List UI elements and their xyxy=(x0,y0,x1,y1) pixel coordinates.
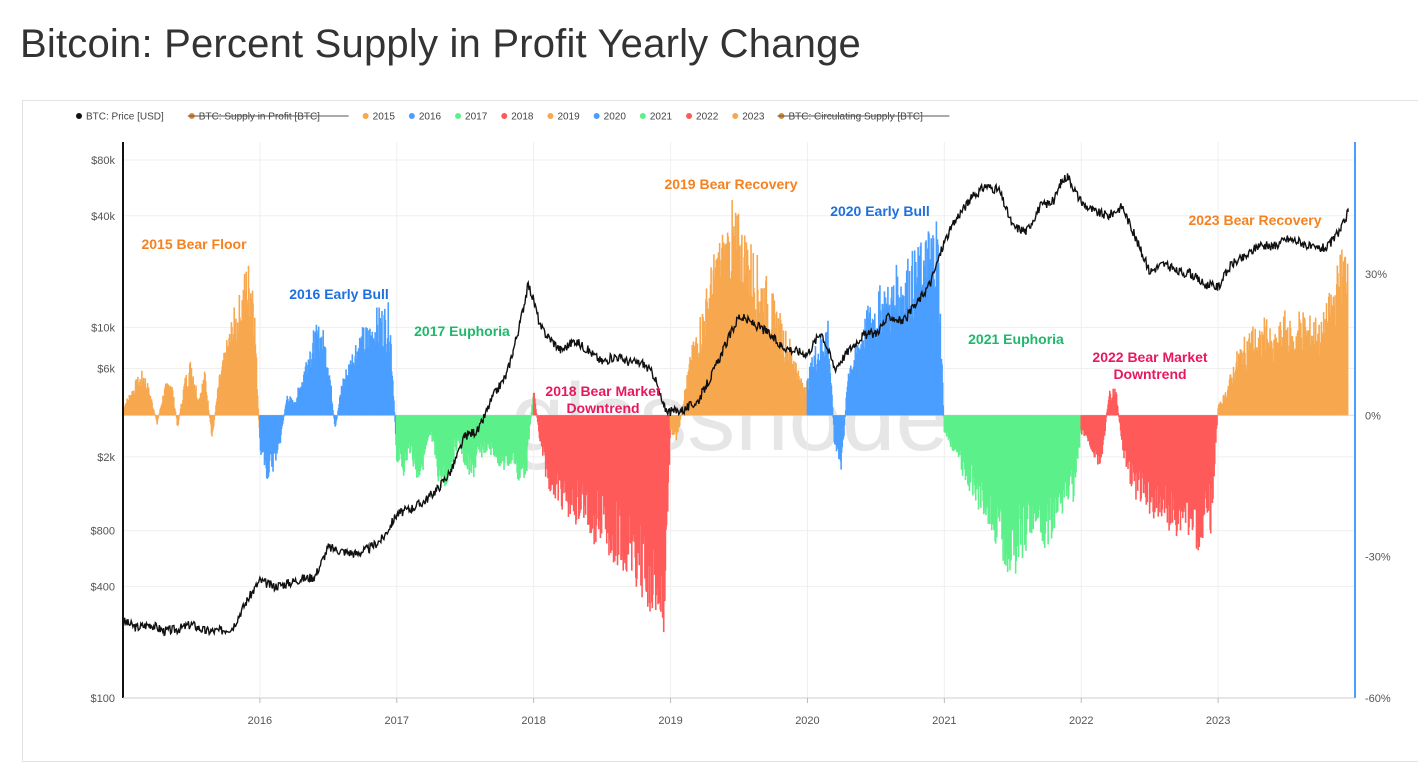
legend-item[interactable]: 2015 xyxy=(362,112,396,123)
annotation-label: 2023 Bear Recovery xyxy=(1188,212,1321,228)
legend-label: 2023 xyxy=(742,112,765,123)
x-axis-tick-label: 2017 xyxy=(385,715,409,727)
legend-item[interactable]: 2021 xyxy=(639,112,673,123)
x-axis-tick-label: 2022 xyxy=(1069,715,1093,727)
right-axis-tick-label: 0% xyxy=(1365,410,1381,422)
left-axis-tick-label: $800 xyxy=(91,526,115,538)
left-axis-tick-label: $100 xyxy=(91,693,115,705)
axes-layer: $100 $400 $800 $2k $6k $10k $40k $80k 30% 0% -30% -… xyxy=(91,142,1391,727)
legend-item[interactable]: 2018 xyxy=(501,112,534,123)
legend-item[interactable]: BTC: Circulating Supply [BTC] xyxy=(777,112,950,123)
legend-item[interactable]: BTC: Price [USD] xyxy=(76,112,164,123)
legend-label: BTC: Circulating Supply [BTC] xyxy=(788,112,923,123)
annotation-label: 2020 Early Bull xyxy=(830,203,930,219)
annotation-label: 2021 Euphoria xyxy=(968,331,1064,347)
annotations-layer: 2015 Bear Floor 2016 Early Bull 2017 Eupho… xyxy=(141,176,1321,416)
page-title: Bitcoin: Percent Supply in Profit Yearly… xyxy=(20,22,862,66)
annotation-label: 2017 Euphoria xyxy=(414,323,510,339)
price-line xyxy=(122,173,1349,637)
x-axis-tick-label: 2020 xyxy=(795,715,819,727)
legend-dot xyxy=(76,113,82,119)
legend-item[interactable]: 2020 xyxy=(593,112,627,123)
legend-label: BTC: Supply in Profit [BTC] xyxy=(199,112,320,123)
legend-label: BTC: Price [USD] xyxy=(86,112,164,123)
left-axis-tick-label: $400 xyxy=(91,581,115,593)
x-axis-tick-label: 2016 xyxy=(248,715,272,727)
left-axis-tick-label: $40k xyxy=(91,211,115,223)
left-axis-tick-label: $6k xyxy=(97,363,115,375)
legend-label: 2020 xyxy=(604,112,627,123)
legend-item[interactable]: 2017 xyxy=(455,112,488,123)
annotation-label: 2019 Bear Recovery xyxy=(664,176,797,192)
annotation-label: 2022 Bear Market xyxy=(1092,349,1208,365)
legend-item[interactable]: 2016 xyxy=(408,112,442,123)
annotation-label: 2016 Early Bull xyxy=(289,286,389,302)
annotation-label: Downtrend xyxy=(566,400,639,416)
x-axis-tick-label: 2021 xyxy=(932,715,956,727)
legend-dot xyxy=(455,113,462,119)
legend-item[interactable]: BTC: Supply in Profit [BTC] xyxy=(187,112,349,123)
left-axis-tick-label: $10k xyxy=(91,322,115,334)
chart-card xyxy=(22,100,1418,762)
x-axis-tick-label: 2018 xyxy=(521,715,545,727)
legend-dot xyxy=(593,113,600,119)
legend-label: 2019 xyxy=(557,112,580,123)
legend-label: 2021 xyxy=(650,112,673,123)
legend-dot xyxy=(547,113,554,119)
right-axis-tick-label: -60% xyxy=(1365,693,1391,705)
legend-dot xyxy=(639,113,646,119)
right-axis-tick-label: 30% xyxy=(1365,269,1387,281)
legend-label: 2015 xyxy=(373,112,396,123)
right-axis-tick-label: -30% xyxy=(1365,552,1391,564)
legend-label: 2017 xyxy=(465,112,488,123)
legend[interactable]: BTC: Price [USD] BTC: Supply in Profit [B… xyxy=(76,112,950,123)
x-axis-tick-label: 2023 xyxy=(1206,715,1230,727)
legend-dot xyxy=(732,113,739,119)
annotation-label: Downtrend xyxy=(1113,366,1186,382)
legend-dot xyxy=(501,113,508,119)
legend-label: 2016 xyxy=(419,112,442,123)
legend-label: 2022 xyxy=(696,112,719,123)
x-axis-tick-label: 2019 xyxy=(658,715,682,727)
legend-item[interactable]: 2022 xyxy=(686,112,719,123)
legend-item[interactable]: 2019 xyxy=(547,112,580,123)
change-bars-layer xyxy=(122,199,1349,633)
left-axis-tick-label: $80k xyxy=(91,155,115,167)
left-axis-tick-label: $2k xyxy=(97,452,115,464)
annotation-label: 2018 Bear Market xyxy=(545,383,661,399)
legend-dot xyxy=(408,113,415,119)
annotation-label: 2015 Bear Floor xyxy=(141,236,247,252)
price-line-layer xyxy=(122,173,1349,637)
legend-dot xyxy=(362,113,369,119)
legend-label: 2018 xyxy=(511,112,534,123)
legend-item[interactable]: 2023 xyxy=(732,112,765,123)
legend-dot xyxy=(686,113,693,119)
